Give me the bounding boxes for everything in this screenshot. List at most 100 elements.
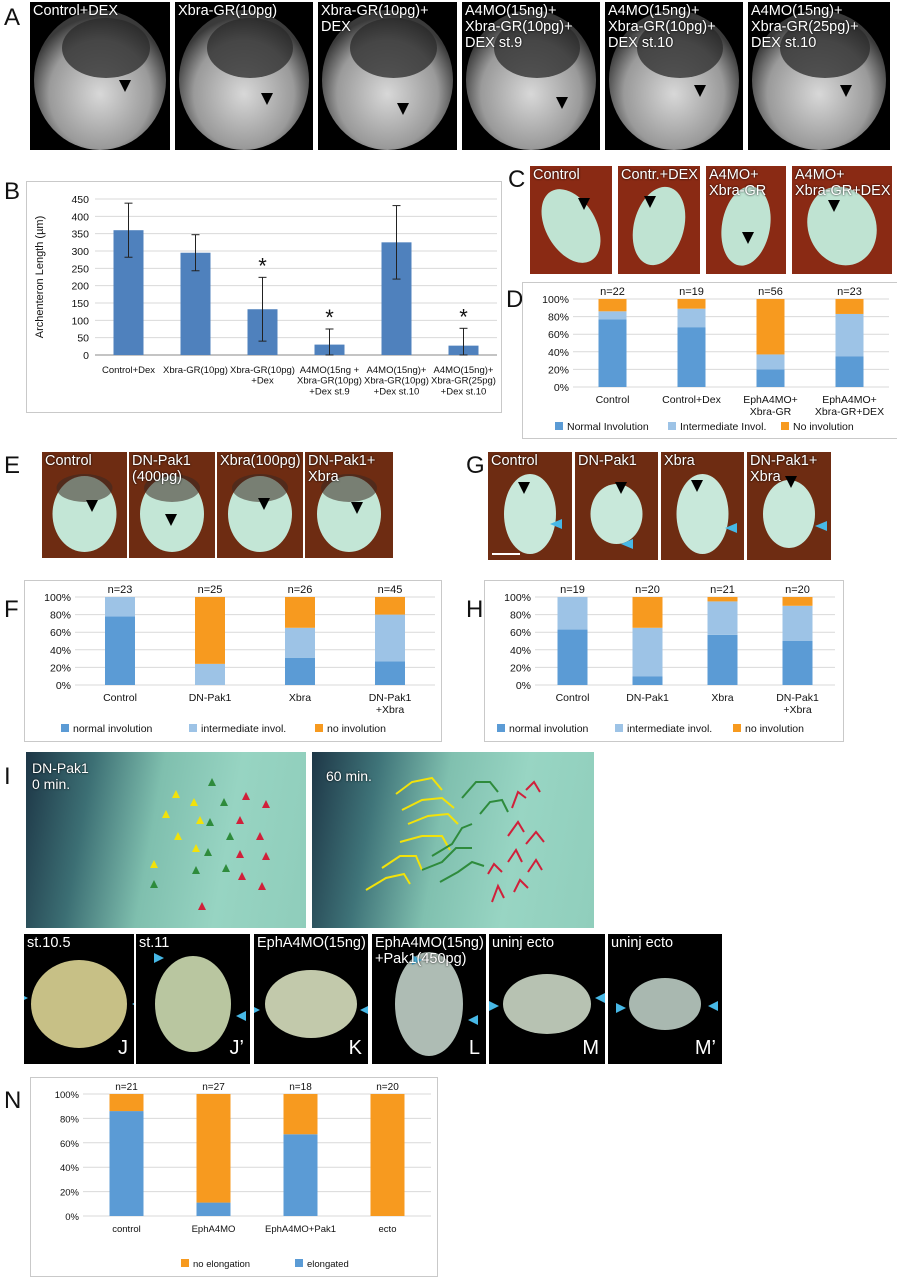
panel-J’-image: st.11 J’ [136, 934, 250, 1064]
embryo-body [763, 480, 815, 548]
bar-segment [109, 1094, 144, 1112]
arrowhead-icon [840, 85, 852, 97]
legend-swatch [295, 1259, 303, 1267]
legend-label: intermediate invol. [201, 723, 286, 735]
bar-segment [677, 299, 706, 309]
y-tick-label: 80% [548, 312, 569, 324]
cyan-arrowhead-icon [550, 519, 562, 529]
cell-track [507, 820, 525, 837]
arrowhead-marker-icon [242, 792, 250, 800]
panel-i-right-tracks [365, 776, 545, 903]
n-label-line: n=22 [600, 286, 625, 298]
y-tick-label: 60% [50, 627, 71, 639]
n-label-line: n=19 [679, 286, 704, 298]
panel-g-image-2: DN-Pak1 [575, 452, 658, 560]
y-tick-label-line: 60% [510, 627, 531, 639]
panel-c-image-1: Control [530, 166, 612, 274]
chart-h: 0% 20% 40% 60% 80% 100% n=19 Control n=20 DN-Pak1… [497, 584, 835, 735]
x-tick-label: ecto [379, 1224, 397, 1235]
y-tick-label-line: 80% [510, 610, 531, 622]
legend-label: Intermediate Invol. [680, 421, 766, 433]
x-tick-label: Xbra-GR(10pg) [163, 365, 228, 376]
n-label: n=20 [785, 584, 810, 596]
significance-star-line: * [258, 253, 267, 278]
n-label-line: n=26 [288, 584, 313, 596]
cell-track [511, 790, 527, 809]
panel-J’-explant [154, 953, 246, 1052]
x-tick-label-line: Control [596, 394, 630, 406]
n-label-line: n=18 [289, 1082, 312, 1093]
panel-e-image-2: DN-Pak1 (400pg) [129, 452, 215, 558]
significance-star-line: * [325, 305, 334, 330]
legend-label: No involution [793, 421, 854, 433]
legend-label-line: no involution [745, 723, 804, 735]
x-tick-label: DN-Pak1 [189, 692, 232, 704]
y-tick-label: 40% [60, 1163, 80, 1174]
bar-segment [557, 597, 588, 630]
panel-g-embryo-4 [763, 476, 827, 548]
bar-segment [370, 1094, 405, 1216]
bar-segment [557, 629, 588, 685]
legend-swatch [733, 724, 741, 732]
bar-segment [283, 1094, 318, 1135]
arrowhead-icon [785, 476, 797, 488]
chart-d-frame: 0% 20% 40% 60% 80% 100% n=22 Control n=19 Control… [522, 282, 897, 439]
y-tick-label: 60% [60, 1139, 80, 1150]
panel-M-letter: M [582, 1037, 599, 1059]
explant-body [503, 974, 591, 1034]
cyan-arrowhead-icon [595, 993, 605, 1003]
explant-body [395, 952, 463, 1056]
n-label: n=20 [635, 584, 660, 596]
panel-K-explant [254, 970, 368, 1038]
cell-track [407, 812, 459, 825]
blastocoel-cavity [350, 18, 437, 78]
embryo-body [504, 474, 556, 554]
arrowhead-marker-icon [192, 866, 200, 874]
cell-track [479, 798, 509, 815]
panel-e-image-1: Control [42, 452, 127, 558]
bar-segment [756, 369, 785, 387]
cyan-arrowhead-icon [412, 955, 422, 965]
panel-e-embryo-1 [52, 474, 117, 552]
panel-g-embryo-2 [590, 482, 643, 549]
x-tick-label: A4MO(15ng)+ Xbra-GR(25pg) +Dex st.10 [431, 365, 496, 397]
y-tick-label: 100% [504, 592, 531, 604]
bar-segment [598, 311, 627, 320]
panel-a-embryo-1 [34, 10, 166, 150]
dark-pole [232, 474, 288, 502]
bar-segment [707, 634, 738, 685]
bar-segment [375, 661, 405, 685]
x-tick-label: Xbra [711, 692, 733, 704]
y-tick-label: 50 [77, 333, 89, 345]
x-tick-label: Control+Dex [102, 365, 155, 376]
y-tick-label-line: 20% [50, 662, 71, 674]
panel-a-image-label: Control+DEX [33, 3, 119, 19]
y-tick-label: 250 [71, 263, 89, 275]
y-tick-label: 20% [50, 662, 71, 674]
n-label-line: n=21 [710, 584, 735, 596]
arrowhead-marker-icon [174, 832, 182, 840]
legend-label: no involution [745, 723, 804, 735]
bar-segment [632, 627, 663, 677]
arrowhead-icon [165, 514, 177, 526]
legend-label: normal involution [509, 723, 589, 735]
arrowhead-marker-icon [226, 832, 234, 840]
arrowhead-marker-icon [204, 848, 212, 856]
legend-label-line: normal involution [509, 723, 589, 735]
y-tick-label-line: 250 [71, 263, 89, 275]
panel-c-image-label: Contr.+DEX [621, 167, 698, 183]
y-tick-label-line: 0 [83, 350, 89, 362]
bar-segment [195, 663, 225, 685]
y-tick-label-line: 300 [71, 246, 89, 258]
y-tick-label: 450 [71, 194, 89, 206]
panel-g-image-label: Control [491, 453, 538, 469]
x-tick-label-line: Xbra-GR(10pg) [297, 376, 362, 387]
n-label-line: n=25 [198, 584, 223, 596]
blastocoel-cavity [637, 18, 723, 78]
y-tick-label-line: 100% [44, 592, 71, 604]
x-tick-label: A4MO(15ng + Xbra-GR(10pg) +Dex st.9 [297, 365, 362, 397]
arrowhead-marker-icon [208, 778, 216, 786]
arrowhead-icon [615, 482, 627, 494]
arrowhead-icon [397, 103, 409, 115]
blastocoel-cavity [780, 18, 870, 78]
